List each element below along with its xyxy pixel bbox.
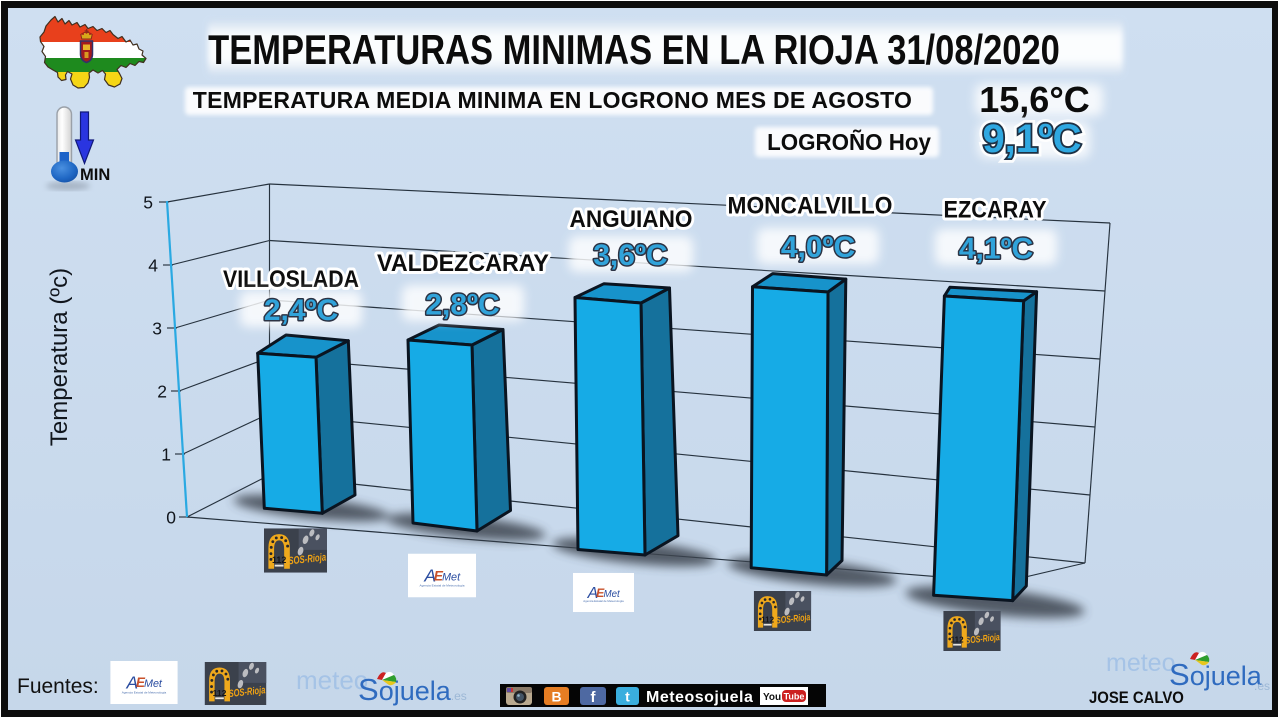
svg-text:TEMPERATURA MEDIA MINIMA EN LO: TEMPERATURA MEDIA MINIMA EN LOGRONO MES …: [193, 87, 912, 113]
svg-text:t: t: [625, 689, 630, 705]
svg-text:JOSE CALVO: JOSE CALVO: [1089, 689, 1184, 707]
svg-text:Tube: Tube: [784, 692, 805, 702]
svg-text:9,1ºC: 9,1ºC: [982, 117, 1081, 161]
svg-text:TEMPERATURAS MINIMAS EN LA RIO: TEMPERATURAS MINIMAS EN LA RIOJA 31/08/2…: [208, 27, 1060, 74]
svg-text:3: 3: [152, 319, 162, 339]
svg-text:4,1ºC: 4,1ºC: [959, 233, 1033, 266]
svg-text:5: 5: [143, 193, 153, 213]
svg-text:2,8ºC: 2,8ºC: [425, 289, 499, 322]
svg-text:Sojuela: Sojuela: [1169, 657, 1263, 692]
svg-text:Temperatura (ºc): Temperatura (ºc): [46, 268, 73, 446]
svg-text:0: 0: [166, 508, 176, 528]
svg-text:Fuentes:: Fuentes:: [17, 675, 99, 698]
svg-text:.es: .es: [1254, 679, 1270, 693]
svg-text:1: 1: [161, 445, 171, 465]
svg-text:f: f: [591, 689, 597, 706]
svg-text:meteo: meteo: [296, 665, 368, 695]
svg-text:4,0ºC: 4,0ºC: [781, 231, 855, 264]
svg-text:VILLOSLADA: VILLOSLADA: [223, 265, 359, 293]
svg-text:VALDEZCARAY: VALDEZCARAY: [377, 251, 549, 277]
svg-text:ANGUIANO: ANGUIANO: [570, 205, 693, 232]
svg-text:9,1ºC: 9,1ºC: [982, 117, 1081, 161]
svg-text:EZCARAY: EZCARAY: [944, 195, 1047, 222]
svg-text:B: B: [551, 689, 561, 705]
svg-text:LOGROÑO Hoy: LOGROÑO Hoy: [767, 129, 931, 155]
svg-text:Meteosojuela: Meteosojuela: [646, 689, 753, 706]
svg-text:2,4ºC: 2,4ºC: [264, 294, 338, 327]
svg-text:MONCALVILLO: MONCALVILLO: [728, 192, 893, 219]
svg-text:You: You: [763, 692, 781, 703]
svg-text:MIN: MIN: [80, 166, 110, 184]
svg-text:3,6ºC: 3,6ºC: [593, 239, 667, 272]
svg-text:meteo: meteo: [1106, 649, 1175, 677]
svg-text:15,6°C: 15,6°C: [979, 79, 1089, 120]
svg-text:2: 2: [157, 382, 167, 402]
svg-text:4: 4: [148, 256, 158, 276]
svg-text:Sojuela.es: Sojuela.es: [358, 672, 467, 707]
